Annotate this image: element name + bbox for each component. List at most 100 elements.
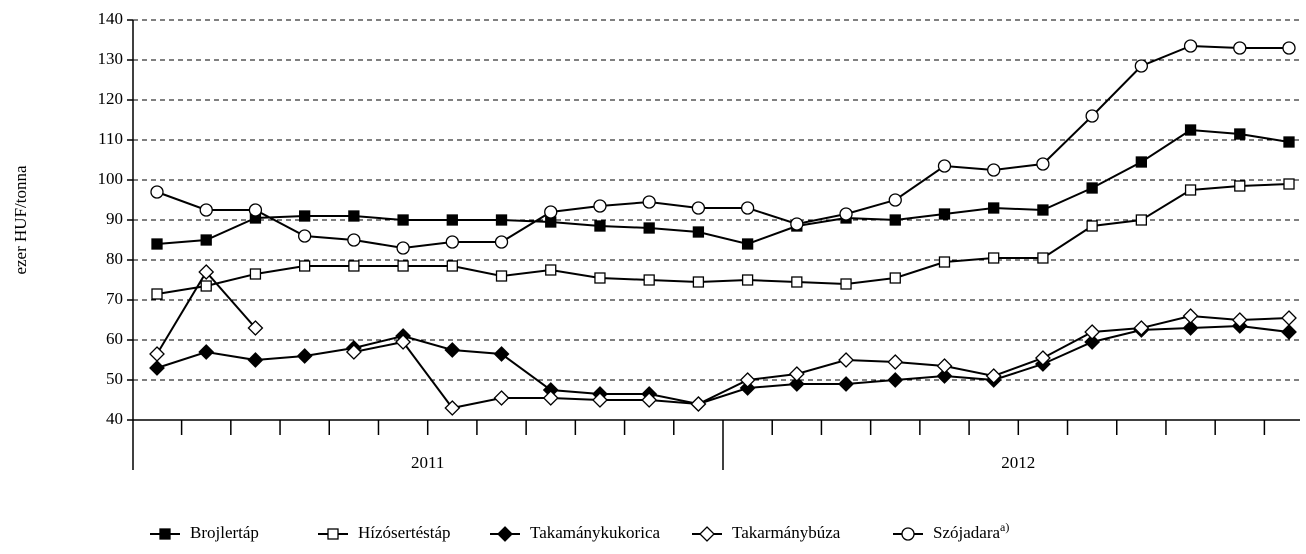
marker bbox=[247, 320, 264, 336]
marker bbox=[889, 214, 901, 226]
marker bbox=[1182, 308, 1199, 324]
legend-label: Takamánykukorica bbox=[530, 523, 660, 542]
marker bbox=[1084, 324, 1101, 340]
marker bbox=[150, 185, 164, 199]
marker bbox=[692, 276, 705, 288]
marker bbox=[397, 260, 409, 272]
series-line bbox=[156, 183, 1290, 295]
marker bbox=[1281, 324, 1297, 340]
y-tick-label: 140 bbox=[98, 9, 124, 28]
marker bbox=[1085, 109, 1099, 123]
marker bbox=[741, 274, 754, 286]
marker bbox=[396, 241, 410, 255]
marker bbox=[887, 372, 904, 388]
marker bbox=[592, 392, 608, 408]
y-tick-label: 80 bbox=[106, 249, 123, 268]
marker bbox=[1135, 156, 1147, 168]
legend-item: Brojlertáp bbox=[150, 523, 259, 542]
marker bbox=[938, 256, 951, 268]
marker bbox=[1086, 182, 1098, 194]
marker bbox=[690, 396, 707, 412]
marker bbox=[788, 366, 805, 382]
marker bbox=[987, 163, 1001, 177]
marker bbox=[1037, 252, 1049, 264]
marker bbox=[493, 346, 510, 362]
marker bbox=[544, 205, 558, 219]
marker bbox=[1283, 178, 1295, 190]
marker bbox=[151, 288, 163, 300]
marker bbox=[397, 214, 409, 226]
legend-label: Brojlertáp bbox=[190, 523, 259, 542]
marker bbox=[444, 342, 461, 358]
marker bbox=[594, 220, 606, 232]
marker bbox=[643, 274, 655, 286]
marker bbox=[838, 376, 854, 392]
y-tick-label: 110 bbox=[98, 129, 123, 148]
legend-item: Hízósertéstáp bbox=[318, 523, 451, 542]
marker bbox=[249, 268, 262, 280]
marker bbox=[200, 234, 212, 246]
marker bbox=[395, 334, 412, 350]
marker bbox=[494, 235, 509, 249]
marker bbox=[1282, 41, 1296, 55]
marker bbox=[446, 260, 458, 272]
marker bbox=[643, 222, 655, 234]
legend-label: Szójadaraa) bbox=[933, 520, 1009, 542]
marker bbox=[838, 352, 854, 368]
marker bbox=[1036, 157, 1050, 171]
series-line bbox=[156, 128, 1290, 246]
marker bbox=[937, 159, 952, 173]
marker bbox=[445, 235, 459, 249]
marker bbox=[1182, 320, 1199, 336]
marker bbox=[936, 368, 953, 384]
marker bbox=[198, 264, 215, 280]
marker bbox=[1086, 220, 1098, 232]
legend-name: Szójadara bbox=[933, 523, 1000, 542]
legend-item: Szójadaraa) bbox=[893, 520, 1009, 542]
marker bbox=[739, 372, 756, 388]
marker bbox=[149, 346, 165, 362]
marker bbox=[299, 210, 311, 222]
marker bbox=[542, 390, 559, 406]
marker bbox=[348, 260, 360, 272]
y-tick-label: 70 bbox=[106, 289, 123, 308]
marker bbox=[444, 400, 461, 416]
marker bbox=[1133, 320, 1150, 336]
marker bbox=[691, 201, 706, 215]
marker bbox=[1183, 39, 1198, 53]
marker bbox=[741, 238, 754, 250]
marker bbox=[641, 392, 658, 408]
year-label: 2012 bbox=[1001, 453, 1035, 472]
marker bbox=[985, 368, 1002, 384]
marker bbox=[1231, 312, 1248, 328]
marker bbox=[840, 278, 852, 290]
marker bbox=[889, 272, 901, 284]
legend-label: Hízósertéstáp bbox=[358, 523, 451, 542]
marker bbox=[1233, 41, 1247, 55]
marker bbox=[1281, 310, 1297, 326]
marker bbox=[887, 354, 904, 370]
legend-name: Brojlertáp bbox=[190, 523, 259, 542]
marker bbox=[296, 348, 313, 364]
y-axis-label: ezer HUF/tonna bbox=[11, 165, 30, 275]
marker bbox=[495, 214, 508, 226]
legend-label: Takarmánybúza bbox=[732, 523, 841, 542]
marker bbox=[1234, 180, 1246, 192]
series-line bbox=[156, 324, 1290, 406]
legend-name: Takamánykukorica bbox=[530, 523, 660, 542]
marker bbox=[298, 229, 312, 243]
marker bbox=[1034, 350, 1051, 366]
legend-name: Takarmánybúza bbox=[732, 523, 841, 542]
marker bbox=[790, 217, 804, 231]
marker bbox=[347, 233, 361, 247]
marker bbox=[936, 358, 953, 374]
legend-note: a) bbox=[1000, 520, 1009, 534]
marker bbox=[149, 360, 165, 376]
marker bbox=[198, 344, 215, 360]
marker bbox=[446, 214, 458, 226]
marker bbox=[200, 280, 212, 292]
legend-name: Hízósertéstáp bbox=[358, 523, 451, 542]
marker bbox=[593, 199, 607, 213]
marker bbox=[247, 352, 264, 368]
marker bbox=[327, 528, 339, 540]
